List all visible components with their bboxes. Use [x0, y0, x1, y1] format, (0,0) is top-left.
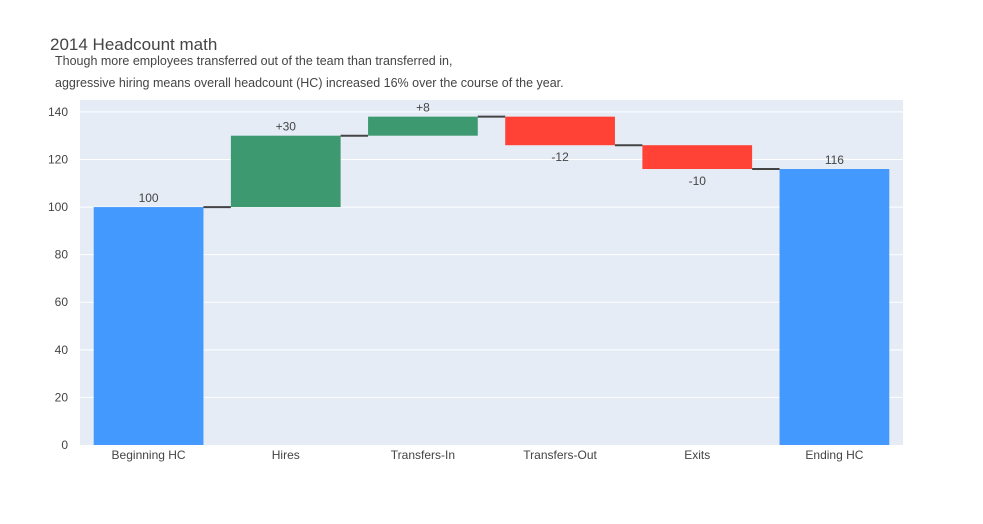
- data-label: 116: [825, 153, 844, 167]
- x-tick-label: Hires: [272, 448, 300, 462]
- bar-transfers-in: [368, 116, 478, 136]
- chart-title: 2014 Headcount math: [50, 35, 217, 54]
- bar-ending-hc: [779, 169, 890, 445]
- bar-exits: [642, 145, 753, 169]
- data-label: +30: [276, 120, 297, 134]
- connectors: [203, 115, 780, 209]
- y-tick-label: 0: [61, 438, 68, 452]
- gridlines: [80, 111, 903, 398]
- y-tick-label: 40: [55, 343, 69, 357]
- data-label: -12: [551, 150, 569, 164]
- bars: [93, 116, 890, 445]
- bar-beginning-hc: [93, 207, 204, 445]
- x-tick-label: Exits: [684, 448, 710, 462]
- data-label: -10: [689, 174, 707, 188]
- plot-area: [80, 100, 903, 445]
- y-axis: 0 20 40 60 80 100 120 140: [48, 105, 68, 452]
- data-label: +8: [416, 101, 430, 115]
- y-tick-label: 80: [55, 248, 69, 262]
- y-tick-label: 60: [55, 295, 69, 309]
- y-tick-label: 140: [48, 105, 68, 119]
- y-tick-label: 120: [48, 152, 68, 166]
- x-axis: Beginning HC Hires Transfers-In Transfers-O…: [112, 448, 864, 462]
- x-tick-label: Transfers-Out: [523, 448, 597, 462]
- y-tick-label: 100: [48, 200, 68, 214]
- bar-hires: [230, 135, 341, 208]
- data-label: 100: [139, 191, 159, 205]
- x-tick-label: Beginning HC: [112, 448, 186, 462]
- x-tick-label: Ending HC: [805, 448, 863, 462]
- x-tick-label: Transfers-In: [391, 448, 455, 462]
- y-tick-label: 20: [55, 390, 69, 404]
- bar-transfers-out: [505, 116, 615, 146]
- chart-subtitle-line-2: aggressive hiring means overall headcoun…: [55, 76, 564, 90]
- data-labels: 100 +30 +8 -12 -10 116: [139, 101, 845, 205]
- chart-subtitle-line-1: Though more employees transferred out of…: [55, 54, 452, 68]
